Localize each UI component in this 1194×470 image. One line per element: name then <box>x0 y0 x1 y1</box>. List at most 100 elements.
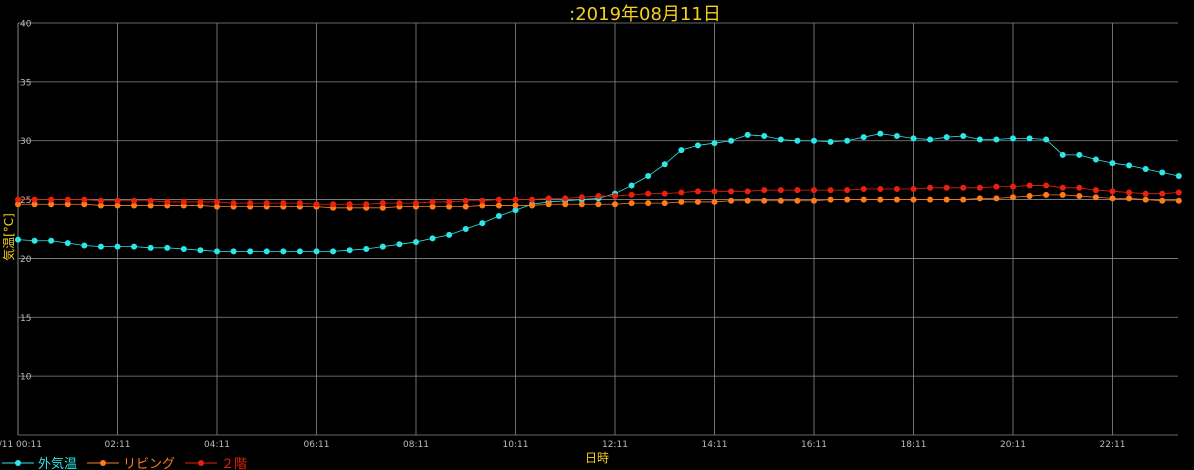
data-point <box>860 134 867 141</box>
data-point <box>611 193 618 200</box>
data-point <box>64 240 71 247</box>
data-point <box>960 196 967 203</box>
y-tick-label: 25 <box>20 196 31 206</box>
data-point <box>711 188 718 195</box>
data-point <box>1026 182 1033 189</box>
y-axis-ticks: 10 15 20 25 30 35 40 <box>20 20 32 383</box>
x-tick-label: 22:11 <box>1100 440 1126 450</box>
legend-label: リビング <box>123 457 175 470</box>
data-point <box>893 196 900 203</box>
data-point <box>164 244 171 251</box>
data-point <box>247 248 254 255</box>
data-point <box>910 135 917 142</box>
x-tick-label: 20:11 <box>1000 440 1026 450</box>
legend-label: 外気温 <box>38 456 77 470</box>
data-point <box>761 197 768 204</box>
data-point <box>661 190 668 197</box>
data-point <box>711 198 718 205</box>
data-point <box>678 198 685 205</box>
data-point <box>810 197 817 204</box>
data-point <box>1043 136 1050 143</box>
data-point <box>429 198 436 205</box>
data-point <box>761 133 768 140</box>
data-point <box>827 187 834 194</box>
legend-marker <box>100 460 106 466</box>
data-point <box>1059 191 1066 198</box>
data-point <box>960 133 967 140</box>
data-point <box>97 202 104 209</box>
data-point <box>213 248 220 255</box>
data-point <box>462 203 469 210</box>
data-point <box>927 184 934 191</box>
data-point <box>495 213 502 220</box>
data-point <box>645 173 652 180</box>
data-point <box>1076 184 1083 191</box>
data-point <box>927 196 934 203</box>
data-point <box>777 136 784 143</box>
data-point <box>31 196 38 203</box>
data-point <box>114 243 121 250</box>
chart-title: :2019年08月11日 <box>569 4 721 25</box>
data-point <box>1026 135 1033 142</box>
data-point <box>976 184 983 191</box>
data-point <box>1142 165 1149 172</box>
data-point <box>529 196 536 203</box>
data-point <box>429 203 436 210</box>
data-point <box>180 246 187 253</box>
data-point <box>213 203 220 210</box>
data-point <box>81 242 88 249</box>
data-point <box>1126 195 1133 202</box>
data-point <box>562 195 569 202</box>
data-point <box>230 248 237 255</box>
series-line <box>17 133 1179 252</box>
data-point <box>31 237 38 244</box>
data-point <box>446 203 453 210</box>
data-point <box>346 201 353 208</box>
data-point <box>462 197 469 204</box>
x-tick-label: 18:11 <box>901 440 927 450</box>
data-point <box>1009 135 1016 142</box>
data-point <box>81 201 88 208</box>
data-point <box>628 182 635 189</box>
data-point <box>1059 151 1066 158</box>
data-point <box>628 200 635 207</box>
data-point <box>114 197 121 204</box>
y-tick-label: 20 <box>20 255 32 265</box>
data-point <box>794 137 801 144</box>
data-point <box>48 196 55 203</box>
data-point <box>97 243 104 250</box>
x-tick-label: 10:11 <box>503 440 529 450</box>
x-axis-title: 日時 <box>585 451 609 465</box>
data-point <box>611 201 618 208</box>
data-point <box>545 195 552 202</box>
data-point <box>1092 156 1099 163</box>
data-point <box>910 185 917 192</box>
chart-grid <box>17 22 1178 436</box>
data-point <box>180 198 187 205</box>
data-point <box>379 200 386 207</box>
data-point <box>379 243 386 250</box>
x-tick-label: 04:11 <box>204 440 230 450</box>
data-point <box>1109 188 1116 195</box>
data-point <box>877 196 884 203</box>
x-tick-label: 02:11 <box>105 440 131 450</box>
data-point <box>280 200 287 207</box>
series-外気温 <box>15 130 1182 255</box>
data-point <box>1043 182 1050 189</box>
legend-marker <box>15 460 21 466</box>
data-point <box>114 202 121 209</box>
data-point <box>346 247 353 254</box>
data-point <box>860 196 867 203</box>
y-tick-label: 15 <box>20 314 31 324</box>
data-point <box>711 140 718 147</box>
data-point <box>744 131 751 138</box>
data-point <box>1109 160 1116 167</box>
data-point <box>976 136 983 143</box>
data-point <box>495 202 502 209</box>
chart-legend: 外気温 リビング ２階 <box>2 456 247 470</box>
data-point <box>877 185 884 192</box>
x-tick-label: 14:11 <box>702 440 728 450</box>
data-point <box>844 196 851 203</box>
series-２階 <box>15 182 1182 208</box>
y-tick-label: 40 <box>20 20 32 30</box>
